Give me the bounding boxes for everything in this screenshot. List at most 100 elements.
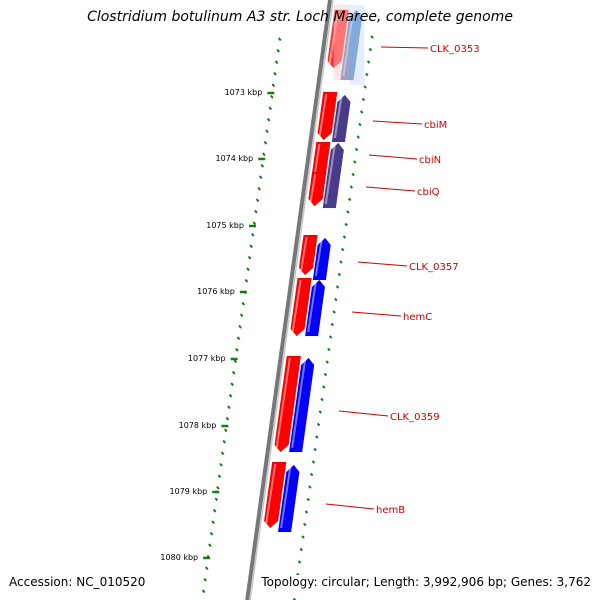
forward-gene-arrow-gloss	[300, 236, 308, 272]
outer-scale-dot	[332, 310, 336, 314]
outer-scale-dot	[351, 172, 355, 177]
scale-dot	[252, 221, 257, 226]
scale-dot	[222, 439, 226, 444]
scale-dot	[254, 209, 258, 214]
outer-scale-dot	[316, 422, 321, 427]
forward-gene-arrow	[308, 171, 327, 207]
outer-scale-dot	[365, 72, 369, 77]
scale-dot	[271, 83, 276, 88]
gene-label-leader	[368, 154, 418, 160]
reverse-gene-block	[312, 237, 331, 281]
selected-gene-highlight	[333, 5, 350, 80]
scale-dot	[201, 589, 206, 594]
scale-dot	[270, 94, 274, 99]
scale-dot	[265, 129, 269, 134]
outer-scale-dot	[334, 297, 338, 302]
gene-label-leader	[357, 261, 408, 267]
reverse-gene-block	[288, 357, 315, 453]
forward-gene-arrow-gloss	[291, 279, 302, 333]
outer-scale-dot	[366, 60, 371, 64]
outer-scale-dot	[368, 47, 373, 52]
gene-label-clk-0359: CLK_0359	[390, 412, 440, 423]
scale-dot	[241, 301, 246, 306]
scale-dot	[217, 474, 222, 479]
scale-dot	[246, 267, 250, 272]
reverse-gene-block-gloss	[324, 144, 336, 205]
forward-gene-arrow	[274, 355, 302, 453]
reverse-gene-block-gloss	[314, 239, 323, 277]
selected-gene-highlight	[349, 5, 365, 85]
gene-label-leader	[372, 120, 423, 125]
outer-scale-dot	[318, 410, 322, 414]
scale-dot	[263, 140, 268, 145]
outer-scale-dot	[297, 560, 302, 564]
scale-dot	[212, 508, 217, 513]
outer-scale-dot	[313, 447, 317, 452]
outer-scale-dot	[328, 335, 333, 339]
outer-scale-dot	[323, 372, 328, 377]
scale-dot	[238, 324, 242, 329]
outer-scale-dot	[309, 472, 314, 477]
forward-gene-arrow	[263, 461, 287, 529]
reverse-gene-block-gloss	[342, 11, 355, 77]
scale-dot	[214, 497, 219, 502]
outer-scale-dot	[342, 235, 347, 239]
outer-scale-dot	[370, 35, 374, 39]
outer-scale-dot	[304, 510, 309, 514]
gene-label-hemc: hemC	[403, 312, 432, 323]
outer-scale-dot	[346, 210, 350, 214]
scale-dot	[208, 543, 212, 548]
scale-dot	[203, 577, 207, 582]
kbp-tick-label: 1079 kbp	[170, 487, 208, 496]
outer-scale-dot	[358, 122, 362, 127]
reverse-gene-block	[304, 279, 326, 337]
forward-gene-arrow-gloss	[275, 357, 291, 449]
gene-label-clk-0357: CLK_0357	[409, 262, 459, 273]
scale-dot	[224, 428, 228, 433]
outer-scale-dot	[322, 385, 326, 389]
reverse-gene-block-gloss	[291, 359, 307, 449]
kbp-tick-label: 1078 kbp	[179, 421, 217, 430]
reverse-gene-block-gloss	[280, 466, 292, 529]
scale-dot	[211, 520, 215, 525]
gene-label-leader	[338, 410, 389, 417]
scale-dot	[250, 232, 255, 237]
scale-dot	[228, 393, 233, 398]
scale-dot	[220, 451, 225, 456]
outer-scale-dot	[311, 460, 316, 464]
scale-dot	[209, 531, 214, 536]
scale-dot	[276, 48, 280, 53]
outer-scale-dot	[339, 260, 343, 264]
gene-label-hemb: hemB	[376, 505, 405, 516]
scale-dot	[236, 336, 241, 341]
forward-gene-arrow	[298, 234, 318, 276]
reverse-gene-block-gloss	[333, 96, 343, 139]
gene-label-cbin: cbiN	[419, 155, 441, 166]
reverse-gene-block-gloss	[307, 281, 317, 333]
outer-scale-dot	[299, 547, 304, 552]
forward-gene-arrow	[317, 91, 338, 141]
kbp-tick-label: 1075 kbp	[206, 221, 244, 230]
scale-dot	[262, 152, 266, 157]
forward-gene-arrow-gloss	[318, 93, 328, 137]
outer-scale-dot	[340, 247, 345, 252]
kbp-tick-label: 1073 kbp	[225, 88, 263, 97]
scale-dot	[225, 416, 230, 421]
scale-dot	[277, 37, 282, 42]
scale-dot	[231, 370, 236, 375]
scale-dot	[266, 117, 271, 122]
gene-label-leader	[380, 46, 429, 49]
forward-gene-arrow	[327, 9, 349, 69]
scale-dot	[216, 485, 220, 490]
gene-label-leader	[351, 311, 402, 317]
outer-scale-dot	[308, 485, 312, 489]
scale-dot	[274, 60, 279, 65]
scale-dot	[244, 278, 249, 283]
reverse-gene-block	[322, 142, 345, 209]
scale-dot	[235, 347, 239, 352]
forward-gene-arrow-gloss	[328, 11, 339, 65]
scale-dot	[257, 186, 261, 191]
scale-dot	[219, 462, 223, 467]
outer-scale-dot	[337, 272, 341, 277]
genome-summary-text: Topology: circular; Length: 3,992,906 bp…	[258, 575, 591, 589]
